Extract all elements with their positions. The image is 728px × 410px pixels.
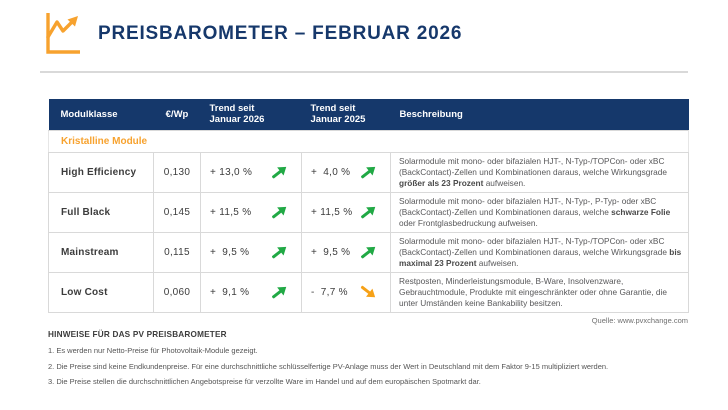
module-description: Restposten, Minderleistungsmodule, B-War… (390, 271, 689, 313)
table-row: High Efficiency 0,130 + 13,0 % + 4,0 % S… (48, 151, 689, 193)
trend-value: + 13,0 % (210, 166, 253, 178)
col-header-price: €/Wp (153, 99, 201, 130)
trend-up-icon (272, 206, 287, 219)
source-attribution: Quelle: www.pvxchange.com (591, 316, 688, 325)
notes-heading: HINWEISE FÜR DAS PV PREISBAROMETER (48, 330, 227, 339)
trend-value: + 9,5 % (210, 246, 250, 258)
note-item: 3. Die Preise stellen die durchschnittli… (48, 377, 481, 386)
table-row: Mainstream 0,115 + 9,5 % + 9,5 % Solarmo… (48, 231, 689, 273)
module-class-label: Mainstream (48, 231, 154, 273)
col-header-beschreibung: Beschreibung (390, 99, 689, 130)
line-chart-icon (46, 13, 80, 54)
module-class-label: Low Cost (48, 271, 154, 313)
category-row: Kristalline Module (48, 129, 689, 153)
category-label: Kristalline Module (48, 129, 689, 153)
price-value: 0,130 (153, 151, 201, 193)
table-row: Low Cost 0,060 + 9,1 % - 7,7 % Restposte… (48, 271, 689, 313)
trend-value: + 11,5 % (210, 206, 252, 218)
col-header-trend-2026: Trend seit Januar 2026 (200, 99, 302, 130)
brand-header: PREISBAROMETER – FEBRUAR 2026 (40, 10, 462, 58)
module-class-label: Full Black (48, 191, 154, 233)
trend-up-icon (272, 247, 287, 259)
table-header-row: Modulklasse €/Wp Trend seit Januar 2026 … (48, 99, 689, 130)
trend-up-icon (272, 287, 287, 299)
col-header-trend-2025: Trend seit Januar 2025 (301, 99, 391, 130)
module-description: Solarmodule mit mono- oder bifazialen HJ… (390, 151, 689, 193)
price-value: 0,115 (153, 231, 201, 273)
trend-value: + 4,0 % (311, 166, 351, 178)
trend-value: + 11,5 % (311, 206, 353, 218)
trend-up-icon (361, 247, 376, 259)
note-item: 1. Es werden nur Netto-Preise für Photov… (48, 346, 258, 355)
trend-value: - 7,7 % (311, 286, 348, 298)
module-class-label: High Efficiency (48, 151, 154, 193)
module-description: Solarmodule mit mono- oder bifazialen HJ… (390, 231, 689, 273)
trend-up-icon (361, 166, 376, 179)
price-value: 0,060 (153, 271, 201, 313)
trend-value: + 9,1 % (210, 286, 250, 298)
notes-section: HINWEISE FÜR DAS PV PREISBAROMETER 1. Es… (48, 330, 696, 393)
module-description: Solarmodule mit mono- oder bifazialen HJ… (390, 191, 689, 233)
title-divider (40, 71, 688, 73)
trend-value: + 9,5 % (311, 246, 351, 258)
price-table: Modulklasse €/Wp Trend seit Januar 2026 … (48, 99, 689, 313)
page-title: PREISBAROMETER – FEBRUAR 2026 (98, 23, 463, 44)
note-item: 2. Die Preise sind keine Endkundenpreise… (48, 361, 609, 371)
table-row: Full Black 0,145 + 11,5 % + 11,5 % Solar… (48, 191, 689, 233)
trend-up-icon (361, 206, 376, 219)
price-value: 0,145 (153, 191, 201, 233)
trend-up-icon (272, 166, 287, 179)
col-header-modulklasse: Modulklasse (48, 99, 154, 130)
trend-down-icon (360, 286, 376, 298)
